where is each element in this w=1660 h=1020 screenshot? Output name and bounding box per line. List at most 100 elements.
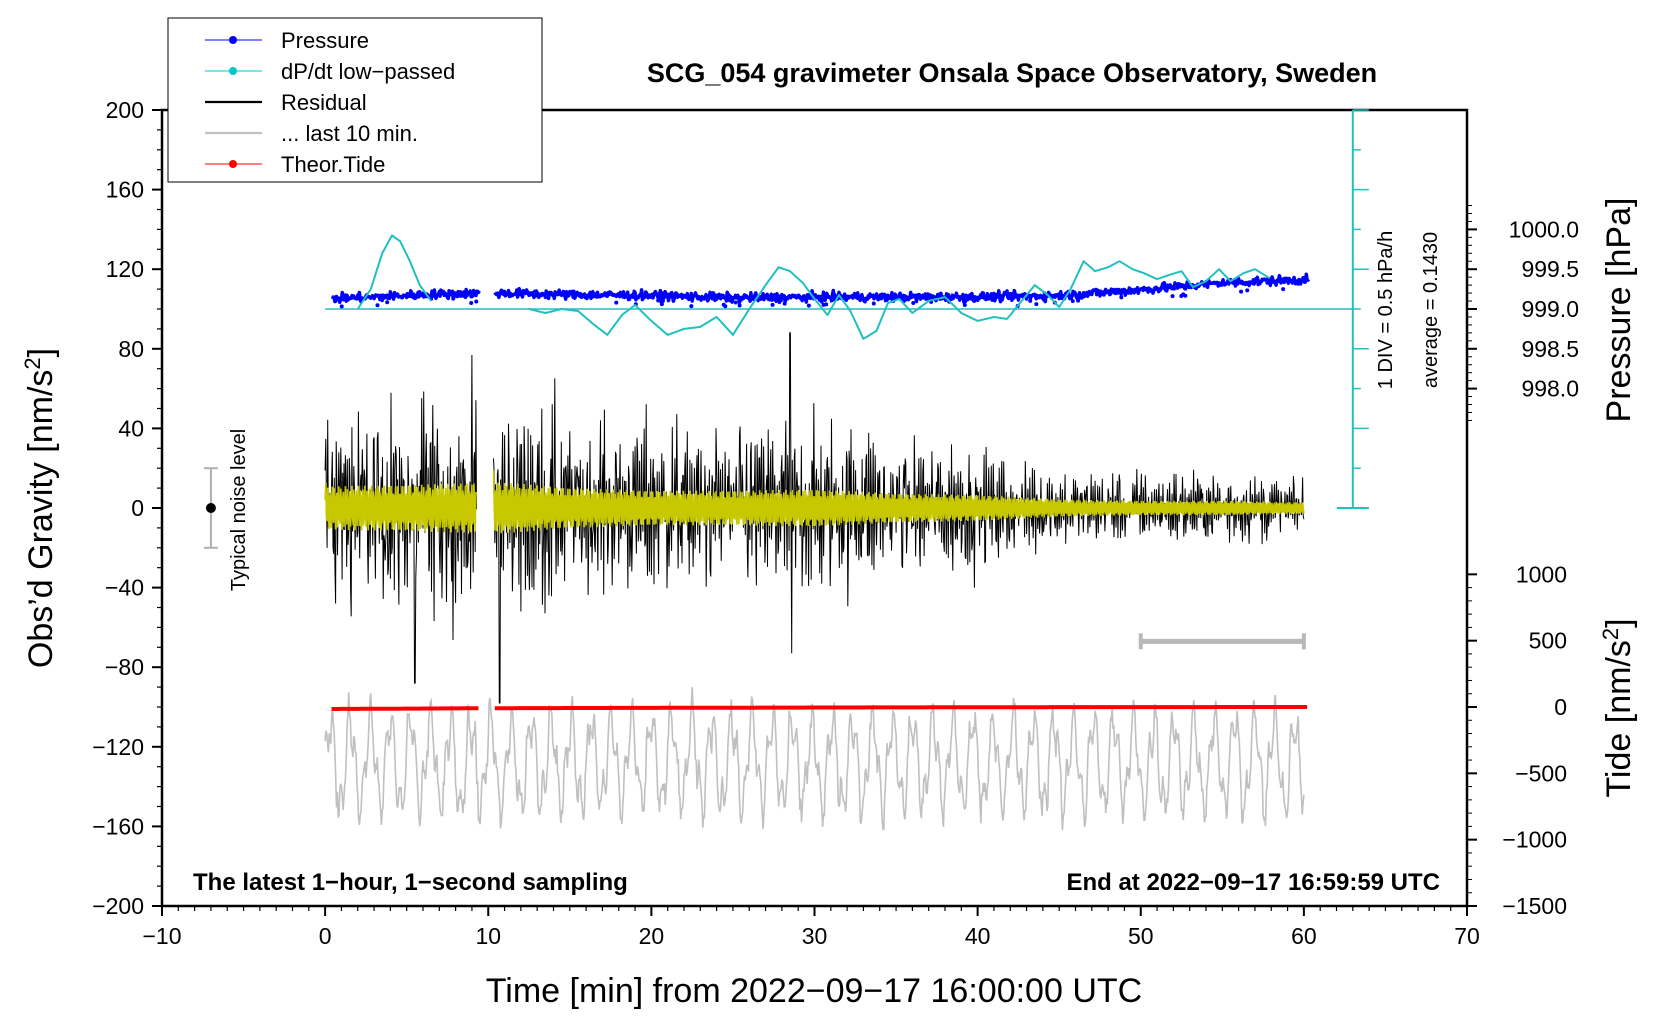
legend-label: Theor.Tide [281, 152, 385, 177]
dpdt-scale-bar [325, 109, 1369, 509]
legend-label: Residual [281, 90, 367, 115]
pressure-point [1281, 287, 1286, 292]
pressure-point [806, 303, 811, 308]
legend-box [167, 17, 543, 183]
pressure-point [1239, 289, 1244, 294]
x-tick-label: 50 [1128, 923, 1154, 949]
y-axis-label: Obs’d Gravity [nm/s2] [20, 348, 61, 668]
bottom-right-note: End at 2022−09−17 16:59:59 UTC [1066, 869, 1440, 896]
legend-swatch-marker [229, 160, 237, 168]
pressure-point [375, 303, 380, 308]
pressure-point [659, 302, 664, 307]
tide-tick-label: −1000 [1502, 827, 1567, 853]
pressure-point [821, 302, 826, 307]
legend-swatch-marker [229, 67, 237, 75]
y-tick-label: 160 [106, 177, 144, 203]
chart-title: SCG_054 gravimeter Onsala Space Observat… [647, 58, 1377, 88]
tide-axis-label-sup: 2 [1598, 628, 1623, 640]
pressure-point [1034, 302, 1039, 307]
pressure-point [871, 301, 876, 306]
y-tick-label: −160 [92, 813, 144, 839]
residual-smoothed-line [324, 470, 1305, 534]
pressure-point [782, 301, 787, 306]
y-axis-label-sup: 2 [20, 357, 45, 369]
pressure-tick-label: 999.0 [1521, 296, 1579, 322]
y-axis-label-main: Obs’d Gravity [nm/s [22, 370, 60, 669]
x-tick-label: 20 [639, 923, 665, 949]
pressure-point [385, 300, 390, 305]
noise-center-dot [205, 503, 216, 513]
tide-tick-label: 1000 [1516, 561, 1567, 587]
pressure-point [660, 298, 665, 303]
pressure-tick-label: 1000.0 [1509, 216, 1579, 242]
noise-level-label: Typical noise level [228, 429, 250, 591]
pressure-point [1183, 293, 1188, 298]
legend-swatch-marker [229, 36, 237, 44]
x-tick-label: 70 [1454, 923, 1480, 949]
pressure-point [614, 300, 619, 305]
legend-label: dP/dt low−passed [281, 59, 455, 84]
y-tick-label: −40 [105, 575, 144, 601]
x-tick-label: 30 [802, 923, 828, 949]
x-tick-label: 60 [1291, 923, 1317, 949]
pressure-point [1070, 298, 1075, 303]
pressure-point [911, 300, 916, 305]
pressure-tick-label: 998.5 [1521, 336, 1579, 362]
pressure-series [330, 272, 1311, 309]
pressure-point [962, 302, 967, 307]
pressure-point [721, 302, 726, 307]
last10-range-bar [1138, 633, 1306, 650]
pressure-point [474, 299, 479, 304]
dpdt-average-label: average = 0.1430 [1420, 232, 1442, 388]
tide-axis-ticks: 1000 500 0 −500 −1000 −1500 [1467, 561, 1567, 919]
tide-axis-label: Tide [nm/s2] [1598, 618, 1639, 797]
pressure-point [733, 300, 738, 305]
pressure-axis-ticks: 1000.0 999.5 999.0 998.5 998.0 [1467, 205, 1579, 421]
pressure-point [339, 304, 344, 309]
last10-line [324, 687, 1305, 831]
y-tick-label: 200 [106, 97, 144, 123]
residual-series [324, 332, 1305, 704]
tide-series [331, 705, 1308, 711]
pressure-point [1170, 294, 1175, 299]
pressure-point [1119, 295, 1124, 300]
pressure-point [1245, 288, 1250, 293]
pressure-line [330, 272, 1311, 305]
x-tick-label: 10 [475, 923, 501, 949]
legend: Pressure dP/dt low−passed Residual ... last… [167, 17, 543, 183]
pressure-point [737, 303, 742, 308]
pressure-point [1179, 294, 1184, 299]
pressure-point [1028, 298, 1033, 303]
pressure-point [689, 304, 694, 309]
y-tick-label: −200 [92, 893, 144, 919]
dpdt-scale-label: 1 DIV = 0.5 hPa/h [1375, 231, 1397, 389]
x-tick-label: 0 [319, 923, 332, 949]
pressure-tick-label: 998.0 [1521, 376, 1579, 402]
x-axis-label: Time [min] from 2022−09−17 16:00:00 UTC [486, 972, 1142, 1010]
pressure-axis-label: Pressure [hPa] [1600, 198, 1638, 423]
x-tick-label: −10 [142, 923, 181, 949]
y-axis-label-end: ] [22, 348, 60, 357]
x-tick-label: 40 [965, 923, 991, 949]
noise-indicator [203, 467, 218, 549]
y-tick-label: −80 [105, 654, 144, 680]
y-tick-label: 80 [118, 336, 144, 362]
x-axis-ticks: −10 0 10 20 30 40 50 60 70 [142, 906, 1480, 949]
y-tick-label: −120 [92, 734, 144, 760]
y-tick-label: 120 [106, 256, 144, 282]
tide-axis-label-main: Tide [nm/s [1600, 640, 1638, 797]
tide-tick-label: 500 [1529, 628, 1567, 654]
tide-tick-label: 0 [1554, 694, 1567, 720]
pressure-tick-label: 999.5 [1521, 256, 1579, 282]
tide-line [331, 705, 1308, 711]
tide-axis-label-end: ] [1600, 618, 1638, 627]
y-tick-label: 0 [131, 495, 144, 521]
pressure-point [469, 300, 474, 305]
y-tick-label: 40 [118, 415, 144, 441]
pressure-point [656, 298, 661, 303]
tide-tick-label: −500 [1515, 760, 1567, 786]
dpdt-series [356, 234, 1271, 340]
y-axis-ticks: 200 160 120 80 40 0 −40 −80 −120 −160 −200 [92, 97, 162, 919]
pressure-point [1076, 298, 1081, 303]
